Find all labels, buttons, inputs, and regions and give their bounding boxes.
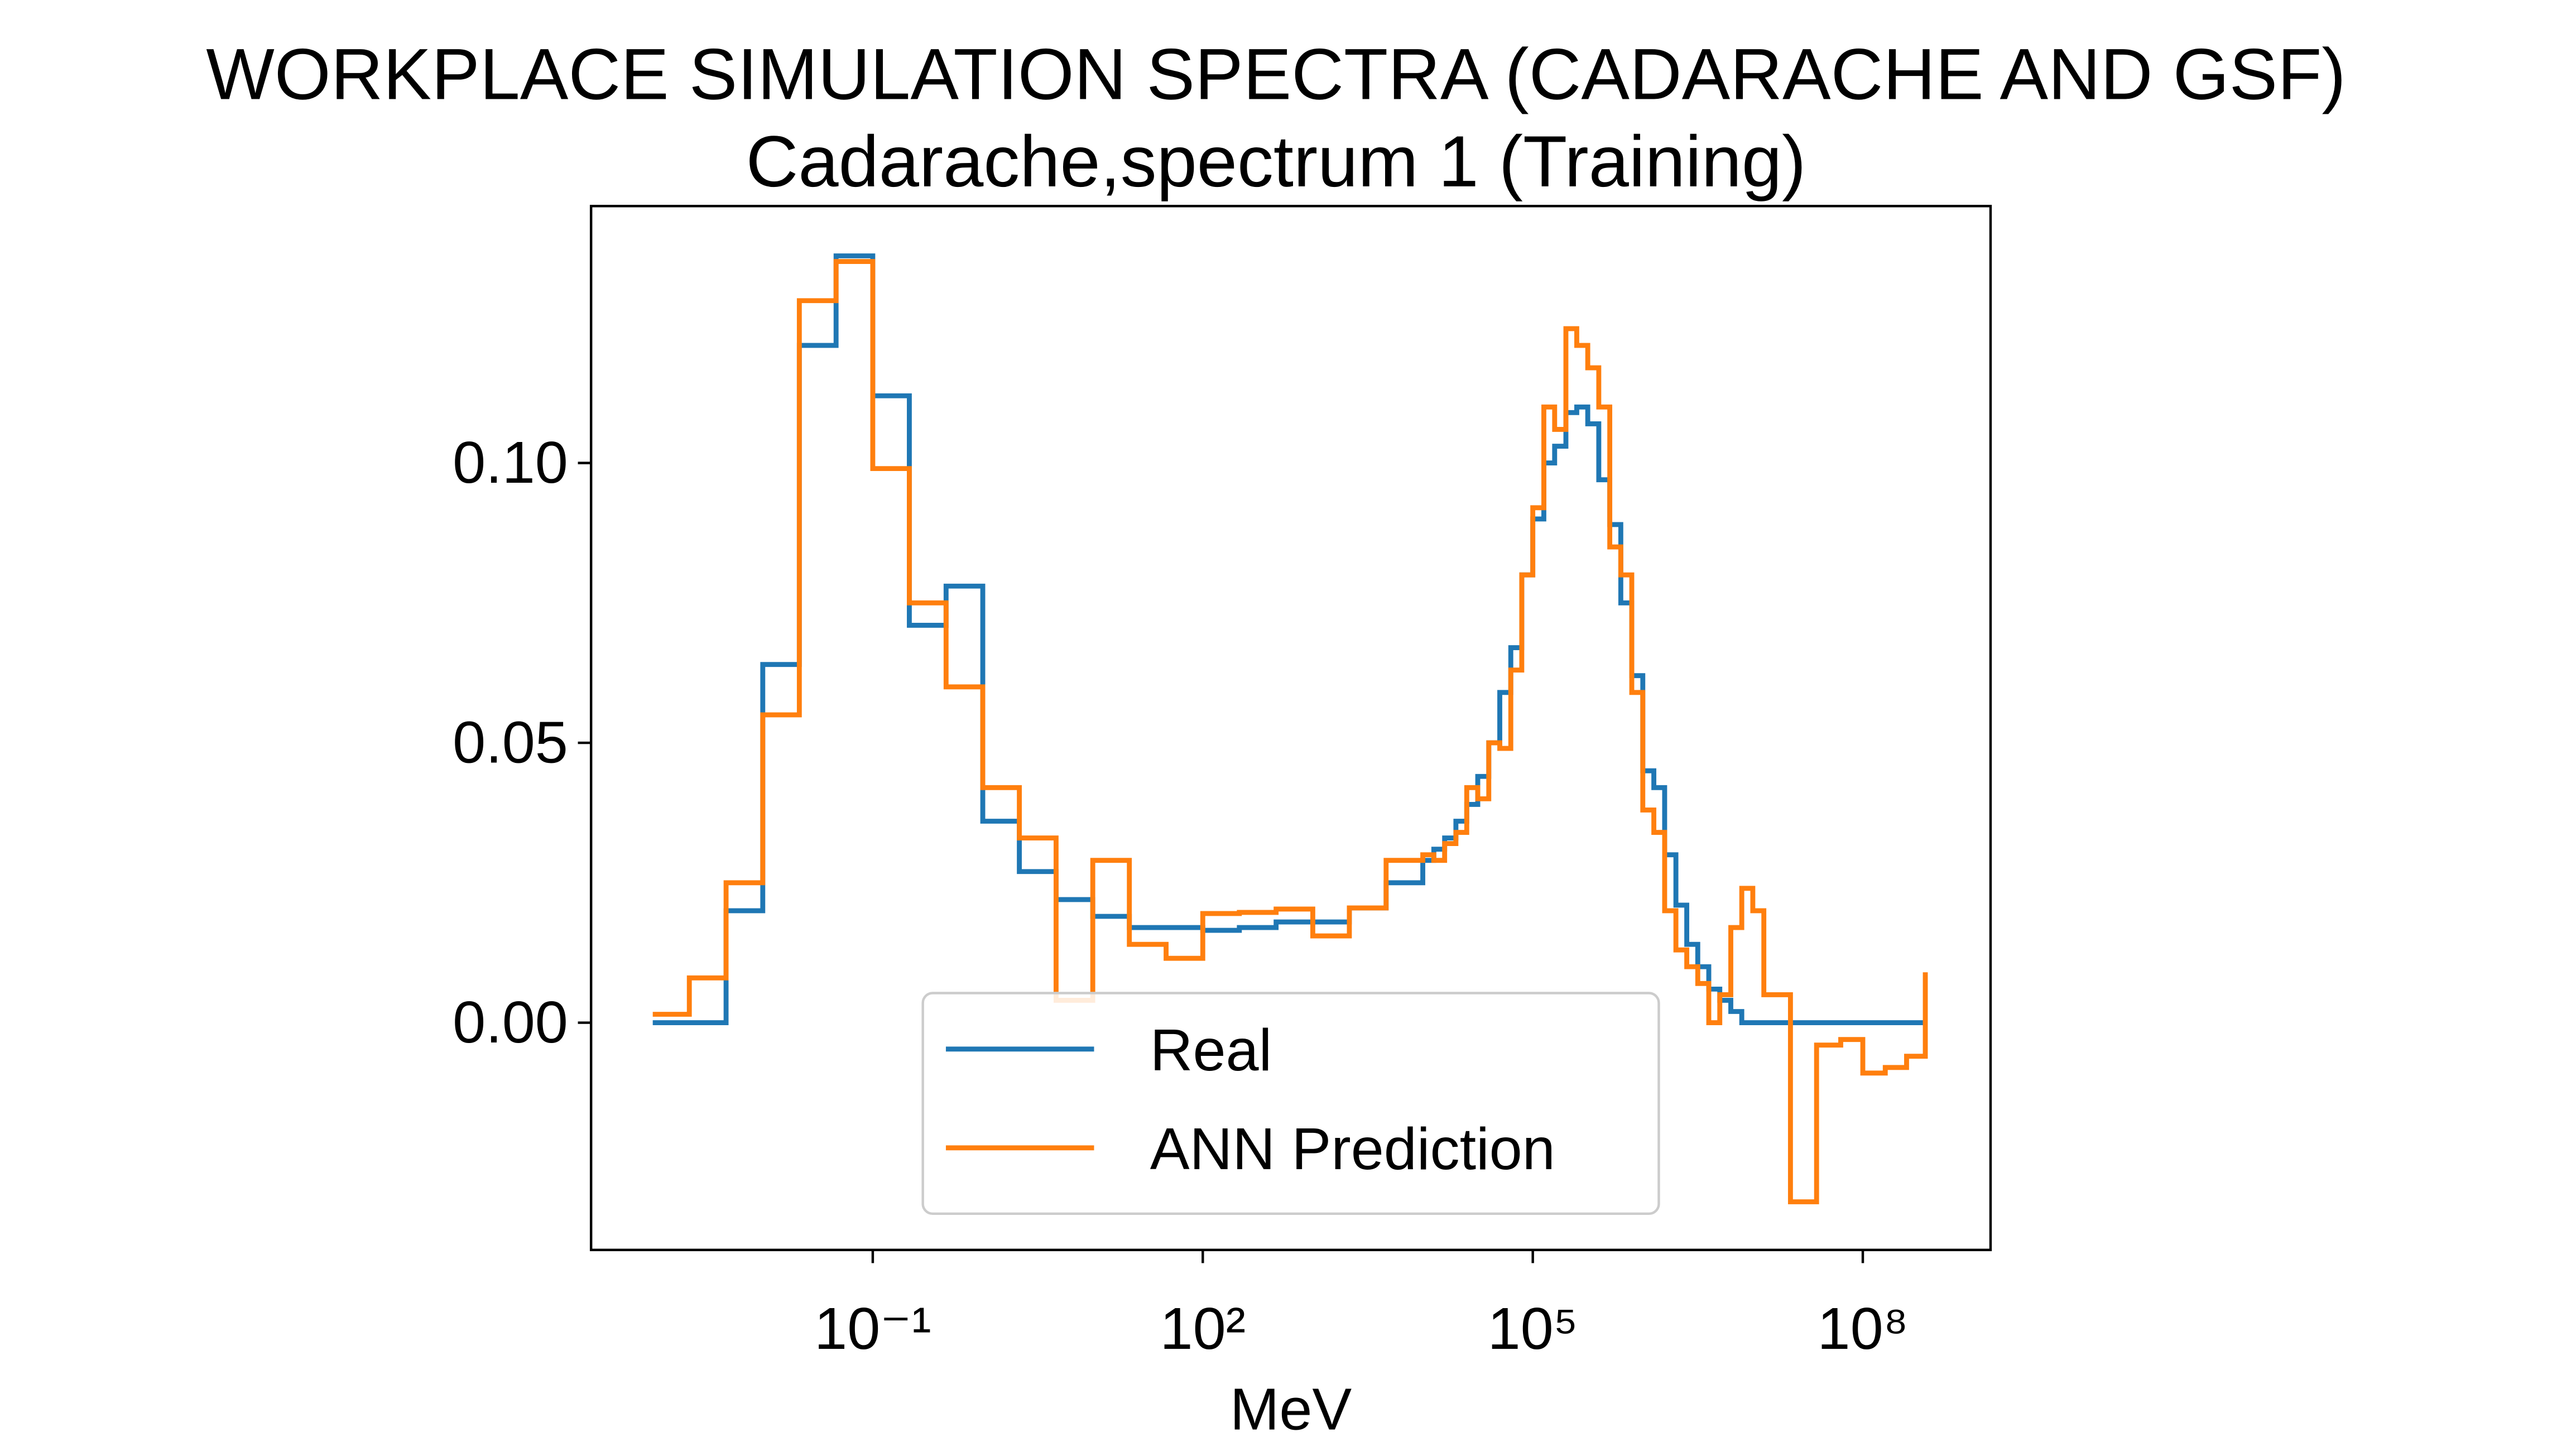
axes-frame [589,205,1992,1251]
legend-box [921,992,1660,1215]
y-tick-label: 0.00 [453,989,568,1055]
series-line [652,253,1926,1025]
chart-subtitle: Cadarache,spectrum 1 (Training) [746,121,1806,202]
series-line [652,259,1928,1204]
legend-label: ANN Prediction [1150,1116,1555,1182]
legend: Real ANN Prediction [921,992,1660,1215]
y-tick-label: 0.10 [453,429,568,496]
x-tick-label: 10² [1160,1295,1246,1362]
legend-label: Real [1150,1017,1272,1083]
x-tick-label: 10⁸ [1818,1295,1909,1362]
chart-title: WORKPLACE SIMULATION SPECTRA (CADARACHE … [206,33,2346,114]
y-tick-label: 0.05 [453,709,568,775]
x-tick-label: 10⁵ [1488,1295,1578,1362]
x-tick-label: 10⁻¹ [814,1295,931,1362]
x-axis-label: MeV [1230,1376,1352,1442]
